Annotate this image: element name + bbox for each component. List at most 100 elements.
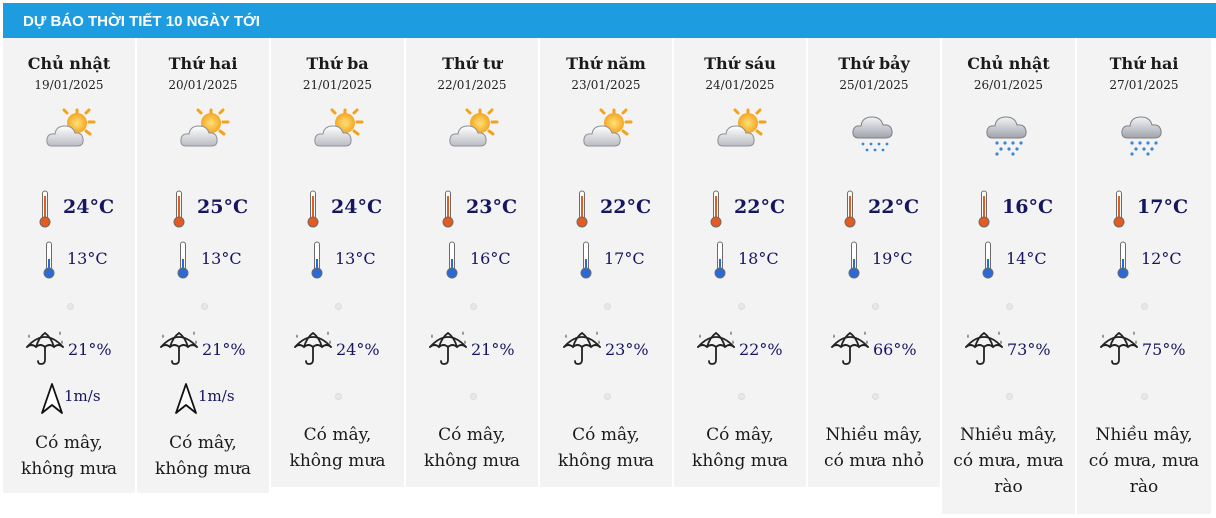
thermometer-cold-icon — [43, 241, 55, 279]
description-line: Có mây, — [572, 425, 640, 445]
forecast-day-column: Chủ nhật 19/01/2025 24°C 13°C 21°% 1m/s Có… — [3, 38, 136, 493]
thermometer-hot-icon — [307, 190, 319, 228]
thermometer-hot-icon — [1113, 190, 1125, 228]
min-temperature: 17°C — [604, 249, 645, 268]
forecast-day-column: Thứ hai 27/01/2025 17°C 12°C 75°% Nhiều mâ… — [1077, 38, 1211, 514]
max-temperature: 22°C — [868, 196, 920, 218]
day-name: Thứ hai — [168, 54, 238, 73]
date-label: 25/01/2025 — [839, 78, 909, 92]
rain-probability: 73°% — [1007, 340, 1051, 359]
day-name: Thứ sáu — [704, 54, 776, 73]
min-temperature: 14°C — [1006, 249, 1047, 268]
description-line: không mưa — [155, 459, 251, 479]
date-label: 24/01/2025 — [705, 78, 775, 92]
max-temperature: 24°C — [63, 196, 115, 218]
description-line: không mưa — [558, 451, 654, 471]
umbrella-icon — [695, 329, 737, 369]
umbrella-icon — [829, 329, 871, 369]
day-name: Thứ năm — [566, 54, 646, 73]
date-label: 21/01/2025 — [302, 78, 373, 92]
description-line: Có mây, — [706, 425, 774, 445]
separator-dot — [1006, 303, 1013, 310]
wind-direction-icon — [40, 382, 64, 416]
separator-dot — [738, 303, 745, 310]
separator-dot — [470, 393, 477, 400]
date-label: 23/01/2025 — [571, 78, 641, 92]
description-line: Nhiều mây, — [959, 425, 1058, 445]
thermometer-hot-icon — [710, 190, 722, 228]
weather-description: Có mây, không mưa — [674, 422, 806, 474]
forecast-header: DỰ BÁO THỜI TIẾT 10 NGÀY TỚI — [3, 3, 1216, 38]
rain-shower-icon — [983, 106, 1035, 156]
forecast-day-column: Chủ nhật 26/01/2025 16°C 14°C 73°% Nhiều m… — [942, 38, 1076, 514]
description-line: có mưa, mưa — [1088, 451, 1200, 471]
weather-description: Có mây, không mưa — [406, 422, 538, 474]
umbrella-icon — [963, 329, 1005, 369]
separator-dot — [1006, 393, 1013, 400]
min-temperature: 16°C — [470, 249, 511, 268]
max-temperature: 24°C — [331, 196, 383, 218]
rain-probability: 66°% — [873, 340, 917, 359]
forecast-day-column: Thứ năm 23/01/2025 22°C 17°C 23°% Có mây, k… — [540, 38, 673, 487]
rain-shower-icon — [1118, 106, 1170, 156]
umbrella-icon — [1098, 329, 1140, 369]
date-label: 19/01/2025 — [34, 78, 104, 92]
thermometer-cold-icon — [177, 241, 189, 279]
wind-speed: 1m/s — [198, 387, 235, 405]
weather-description: Nhiều mây, có mưa, mưa rào — [1077, 422, 1211, 500]
weather-description: Có mây, không mưa — [271, 422, 404, 474]
rain-probability: 22°% — [739, 340, 783, 359]
separator-dot — [872, 303, 879, 310]
rain-probability: 24°% — [336, 340, 380, 359]
thermometer-hot-icon — [978, 190, 990, 228]
date-label: 22/01/2025 — [437, 78, 507, 92]
thermometer-hot-icon — [442, 190, 454, 228]
weather-description: Nhiều mây, có mưa, mưa rào — [942, 422, 1075, 500]
umbrella-icon — [427, 329, 469, 369]
separator-dot — [604, 393, 611, 400]
description-line: Nhiều mây, — [1095, 425, 1193, 445]
thermometer-cold-icon — [714, 241, 726, 279]
partly-cloudy-icon — [581, 106, 633, 156]
thermometer-hot-icon — [844, 190, 856, 228]
description-line: Có mây, — [438, 425, 506, 445]
description-line: Có mây, — [169, 433, 237, 453]
min-temperature: 18°C — [738, 249, 779, 268]
min-temperature: 13°C — [335, 249, 376, 268]
umbrella-icon — [561, 329, 603, 369]
wind-speed: 1m/s — [64, 387, 101, 405]
partly-cloudy-icon — [447, 106, 499, 156]
weather-description: Có mây, không mưa — [3, 430, 135, 482]
description-line: rào — [1129, 477, 1159, 497]
day-name: Thứ hai — [1109, 54, 1179, 73]
min-temperature: 13°C — [67, 249, 108, 268]
min-temperature: 12°C — [1141, 249, 1182, 268]
description-line: không mưa — [289, 451, 386, 471]
separator-dot — [335, 393, 342, 400]
partly-cloudy-icon — [178, 106, 230, 156]
thermometer-hot-icon — [576, 190, 588, 228]
umbrella-icon — [24, 329, 66, 369]
umbrella-icon — [292, 329, 334, 369]
max-temperature: 25°C — [197, 196, 249, 218]
date-label: 20/01/2025 — [168, 78, 238, 92]
min-temperature: 19°C — [872, 249, 913, 268]
thermometer-cold-icon — [848, 241, 860, 279]
separator-dot — [604, 303, 611, 310]
wind-direction-icon — [174, 382, 198, 416]
description-line: có mưa, mưa — [953, 451, 1064, 471]
thermometer-cold-icon — [580, 241, 592, 279]
separator-dot — [67, 303, 74, 310]
rain-probability: 21°% — [471, 340, 515, 359]
partly-cloudy-icon — [312, 106, 364, 156]
day-name: Thứ ba — [306, 54, 369, 73]
max-temperature: 16°C — [1002, 196, 1054, 218]
max-temperature: 22°C — [600, 196, 652, 218]
day-name: Thứ tư — [442, 54, 502, 73]
max-temperature: 23°C — [466, 196, 518, 218]
forecast-day-column: Thứ hai 20/01/2025 25°C 13°C 21°% 1m/s Có … — [137, 38, 270, 493]
description-line: không mưa — [692, 451, 788, 471]
thermometer-hot-icon — [173, 190, 185, 228]
umbrella-icon — [158, 329, 200, 369]
separator-dot — [335, 303, 342, 310]
